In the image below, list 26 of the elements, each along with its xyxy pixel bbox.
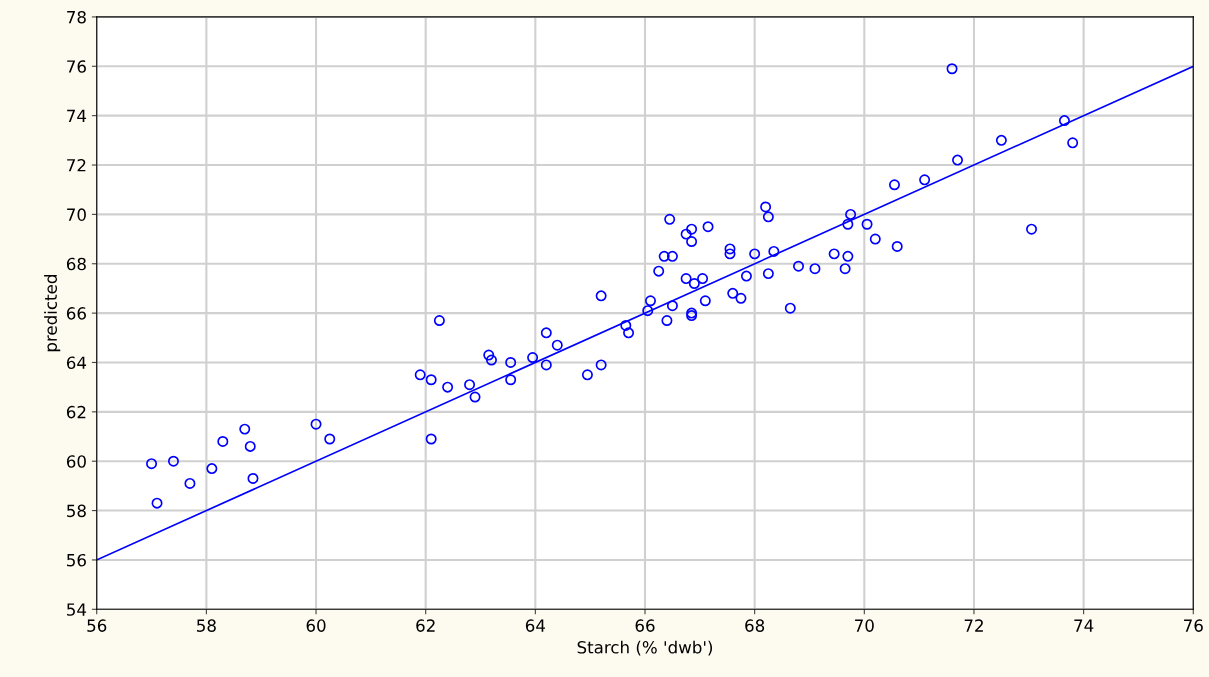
y-tick-label: 68 [66, 257, 86, 271]
y-tick-label: 70 [67, 208, 86, 221]
x-tick-label: 70 [855, 619, 874, 632]
y-axis-title: predicted [44, 275, 61, 352]
x-tick-label: 74 [1074, 619, 1094, 632]
y-tick-label: 60 [66, 455, 86, 468]
y-tick-label: 62 [66, 405, 86, 419]
y-tick-label: 58 [67, 504, 86, 518]
x-tick-label: 62 [416, 619, 435, 632]
x-tick-label: 72 [964, 619, 983, 632]
y-tick-label: 56 [67, 553, 86, 567]
y-tick-label: 72 [67, 158, 86, 172]
x-tick-label: 68 [745, 619, 765, 632]
y-tick-label: 74 [67, 109, 87, 122]
y-tick-label: 78 [67, 10, 86, 24]
y-tick-label: 64 [66, 356, 87, 370]
x-tick-label: 66 [635, 619, 655, 632]
x-tick-label: 56 [87, 619, 107, 632]
x-axis-title: Starch (% 'dwb') [577, 640, 713, 656]
x-tick-label: 58 [197, 619, 216, 632]
x-tick-label: 76 [1184, 619, 1203, 632]
y-tick-label: 54 [67, 603, 87, 616]
x-tick-label: 64 [525, 619, 546, 632]
x-tick-label: 60 [306, 619, 326, 632]
y-tick-label: 66 [66, 307, 86, 320]
y-tick-label: 76 [67, 60, 86, 73]
